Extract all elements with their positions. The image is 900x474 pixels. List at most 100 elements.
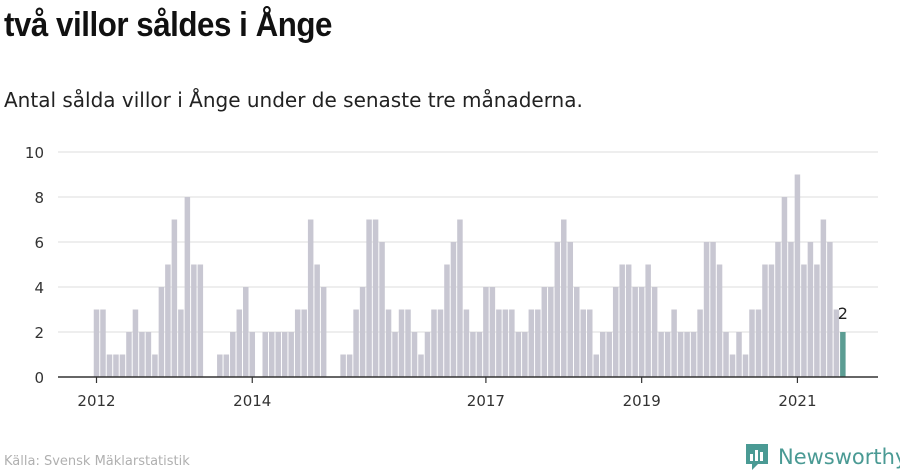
bar [385,309,392,377]
chart-title: två villor såldes i Ånge [4,6,332,44]
bar [645,264,651,377]
bar [606,332,612,377]
bar [619,264,625,377]
bar [580,309,586,377]
bar [281,332,288,377]
newsworthy-logo-icon [746,444,768,470]
bar [444,264,450,377]
bar [528,309,535,377]
bar [340,354,346,377]
brand-logo[interactable]: Newsworthy [744,442,900,472]
bar [814,264,820,377]
bar [522,332,528,377]
bar [294,309,301,377]
bar [418,354,424,377]
bar [768,264,775,377]
bar [723,332,729,377]
bar [554,242,561,377]
bar [275,332,281,377]
y-tick-label: 2 [34,324,44,342]
bar [599,332,606,377]
bar [632,287,638,377]
bar [288,332,294,377]
highlight-data-label: 2 [838,304,848,323]
bar [612,287,619,377]
bar [359,287,366,377]
bar [197,264,204,377]
bar [729,354,736,377]
bar [703,242,710,377]
bar [827,242,833,377]
bar [411,332,418,377]
bar [314,264,320,377]
bar [93,309,100,377]
bar [690,332,697,377]
bar [736,332,742,377]
bar [437,309,444,377]
bar [561,219,567,377]
bar [379,242,385,377]
bar [801,264,807,377]
x-tick-label: 2021 [778,392,816,410]
bar [424,332,431,377]
bar [178,309,184,377]
y-tick-label: 4 [34,279,44,297]
bar [697,309,703,377]
bar [431,309,437,377]
bar [840,332,846,377]
bar [191,264,197,377]
bar [372,219,379,377]
y-tick-label: 0 [34,369,44,387]
bar [509,309,515,377]
bar [664,332,671,377]
bar [353,309,359,377]
bar [268,332,275,377]
bar [119,354,126,377]
bar [684,332,690,377]
bar [671,309,677,377]
bar [476,332,483,377]
bar [515,332,522,377]
bar [165,264,171,377]
bar [463,309,470,377]
bar [749,309,755,377]
x-tick-label: 2012 [77,392,115,410]
bar [781,197,788,377]
bar [307,219,314,377]
source-note: Källa: Svensk Mäklarstatistik [4,454,190,469]
bar [398,309,405,377]
bar [775,242,781,377]
bar [658,332,664,377]
bar [223,354,230,377]
bar [405,309,411,377]
bar [820,219,827,377]
bar [152,354,158,377]
bar [126,332,132,377]
bar [541,287,548,377]
bar [320,287,327,377]
bar [593,354,599,377]
bar [625,264,632,377]
bar [567,242,574,377]
bar [132,309,139,377]
bar [651,287,658,377]
y-tick-label: 10 [25,144,44,162]
bar [548,287,554,377]
bar [535,309,541,377]
x-tick-label: 2019 [623,392,661,410]
bar [450,242,457,377]
bar [171,219,178,377]
bar [677,332,684,377]
y-tick-label: 8 [34,189,44,207]
bar [716,264,723,377]
bar [184,197,191,377]
bar [243,287,249,377]
bar [742,354,749,377]
bar [638,287,645,377]
bar [788,242,794,377]
bar [496,309,502,377]
bar [762,264,768,377]
bar [230,332,236,377]
bar [301,309,307,377]
